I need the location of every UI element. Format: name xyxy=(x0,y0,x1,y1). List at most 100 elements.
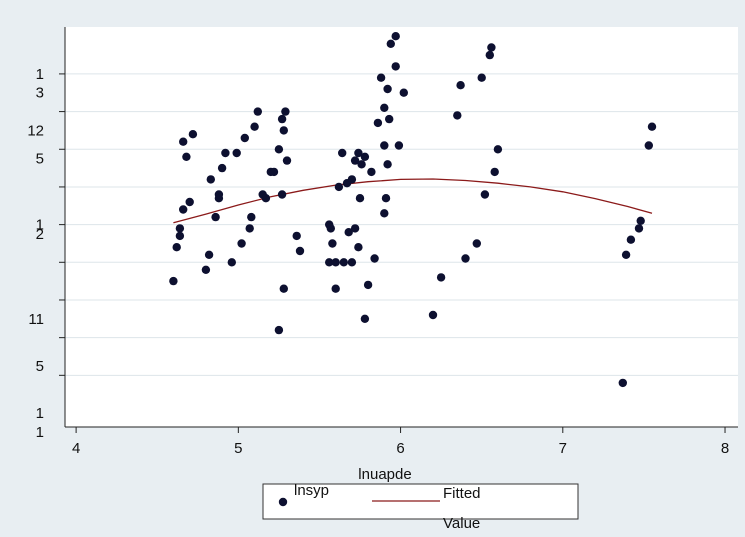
data-point xyxy=(626,235,636,244)
data-point xyxy=(188,130,198,139)
data-point xyxy=(247,212,256,222)
data-point xyxy=(211,212,220,222)
data-point xyxy=(292,231,301,241)
data-point xyxy=(274,325,284,335)
data-point xyxy=(277,190,287,199)
data-point xyxy=(357,160,366,169)
data-point xyxy=(383,84,392,94)
data-point xyxy=(644,141,653,150)
data-point xyxy=(634,224,644,233)
y-tick-label: 11 xyxy=(28,311,44,328)
scatter-points-layer xyxy=(169,32,657,388)
data-point xyxy=(391,32,400,41)
data-point xyxy=(636,216,645,225)
x-tick-label: 8 xyxy=(721,440,729,457)
data-point xyxy=(347,258,357,267)
x-tick-label: 7 xyxy=(559,440,567,457)
legend-marker-lnsyp xyxy=(278,497,288,507)
data-point xyxy=(363,280,373,290)
data-point xyxy=(394,141,404,150)
y-tick-label: 5 xyxy=(36,358,44,375)
data-point xyxy=(328,239,337,248)
data-point xyxy=(232,148,241,158)
data-point xyxy=(201,265,211,274)
data-point xyxy=(250,122,259,131)
y-tick-label: 3 xyxy=(36,85,44,102)
data-point xyxy=(281,107,290,116)
data-point xyxy=(331,258,340,267)
data-point xyxy=(350,224,360,233)
data-point xyxy=(179,205,188,214)
data-point xyxy=(456,81,465,90)
data-point xyxy=(175,231,185,241)
data-point xyxy=(347,175,357,184)
data-point xyxy=(279,284,288,293)
data-point xyxy=(477,73,486,82)
data-point xyxy=(350,156,360,165)
data-point xyxy=(493,145,503,154)
data-point xyxy=(621,250,631,259)
data-point xyxy=(399,88,408,97)
data-point xyxy=(360,314,370,323)
y-tick-label: 1 xyxy=(36,66,44,83)
data-point xyxy=(172,243,181,252)
data-point xyxy=(261,194,271,203)
fitted-line-layer xyxy=(173,178,653,224)
data-point xyxy=(334,182,344,192)
x-tick-label: 6 xyxy=(396,440,404,457)
data-point xyxy=(472,239,481,248)
data-point xyxy=(339,258,348,267)
data-point xyxy=(355,194,365,203)
data-point xyxy=(370,254,379,263)
data-point xyxy=(214,190,224,199)
legend: lnsyp Fitted Value xyxy=(262,482,579,532)
data-point xyxy=(245,224,254,233)
y-tick-label: 2 xyxy=(36,226,44,243)
data-point xyxy=(380,209,389,218)
data-point xyxy=(175,224,185,233)
y-tick-label: 12 xyxy=(27,122,44,139)
y-tick-label: 1 xyxy=(36,405,44,422)
y-tick-label: 1 xyxy=(36,424,44,441)
y-tick-label: 5 xyxy=(36,151,44,168)
data-point xyxy=(487,43,496,52)
data-point xyxy=(373,118,383,128)
data-point xyxy=(618,378,627,388)
data-point xyxy=(344,228,353,237)
data-point xyxy=(331,284,340,293)
data-point xyxy=(338,148,347,158)
data-point xyxy=(279,126,288,135)
data-point xyxy=(380,141,389,150)
data-point xyxy=(360,152,370,161)
x-tick-label: 4 xyxy=(72,440,80,457)
legend-extra-label: Value xyxy=(443,515,480,532)
data-point xyxy=(269,167,279,177)
data-point xyxy=(221,148,230,158)
data-point xyxy=(274,145,284,154)
data-point xyxy=(383,160,392,169)
data-point xyxy=(436,273,446,282)
data-point xyxy=(237,239,246,248)
x-axis: 4 5 6 7 8 xyxy=(65,426,738,457)
data-point xyxy=(227,258,236,267)
y-tick-label: 1 xyxy=(36,217,44,234)
data-point xyxy=(386,39,395,48)
data-point xyxy=(485,50,494,60)
x-axis-title: lnuapde xyxy=(358,466,411,483)
fitted-line xyxy=(173,178,653,224)
data-point xyxy=(179,137,188,146)
grid xyxy=(65,73,738,376)
data-point xyxy=(381,194,391,203)
data-point xyxy=(282,156,292,165)
data-point xyxy=(354,243,363,252)
data-point xyxy=(461,254,470,263)
data-point xyxy=(647,122,657,131)
data-point xyxy=(182,152,191,161)
data-point xyxy=(217,163,227,173)
data-point xyxy=(204,250,214,259)
data-point xyxy=(295,246,305,256)
data-point xyxy=(453,111,462,120)
data-point xyxy=(480,190,490,199)
data-point xyxy=(490,167,499,177)
